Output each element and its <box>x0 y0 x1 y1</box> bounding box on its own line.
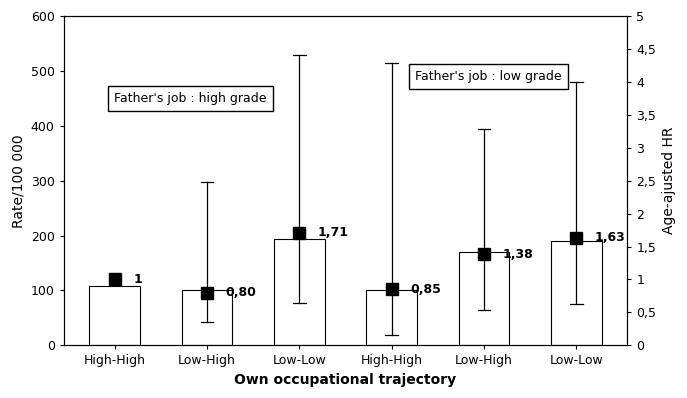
Bar <box>366 291 417 345</box>
Y-axis label: Age-ajusted HR: Age-ajusted HR <box>662 127 676 234</box>
Text: 0,80: 0,80 <box>225 286 256 299</box>
Text: Father's job : low grade: Father's job : low grade <box>415 70 562 83</box>
Text: Father's job : high grade: Father's job : high grade <box>114 92 267 105</box>
Bar <box>181 291 232 345</box>
Text: 1,38: 1,38 <box>502 248 533 261</box>
Bar <box>459 252 509 345</box>
Text: 1,63: 1,63 <box>595 232 625 244</box>
Text: 0,85: 0,85 <box>410 283 441 296</box>
Bar <box>274 240 325 345</box>
X-axis label: Own occupational trajectory: Own occupational trajectory <box>234 373 457 387</box>
Bar <box>551 241 602 345</box>
Text: 1: 1 <box>133 273 142 286</box>
Bar <box>89 286 140 345</box>
Y-axis label: Rate/100 000: Rate/100 000 <box>11 134 25 228</box>
Text: 1,71: 1,71 <box>318 226 349 239</box>
